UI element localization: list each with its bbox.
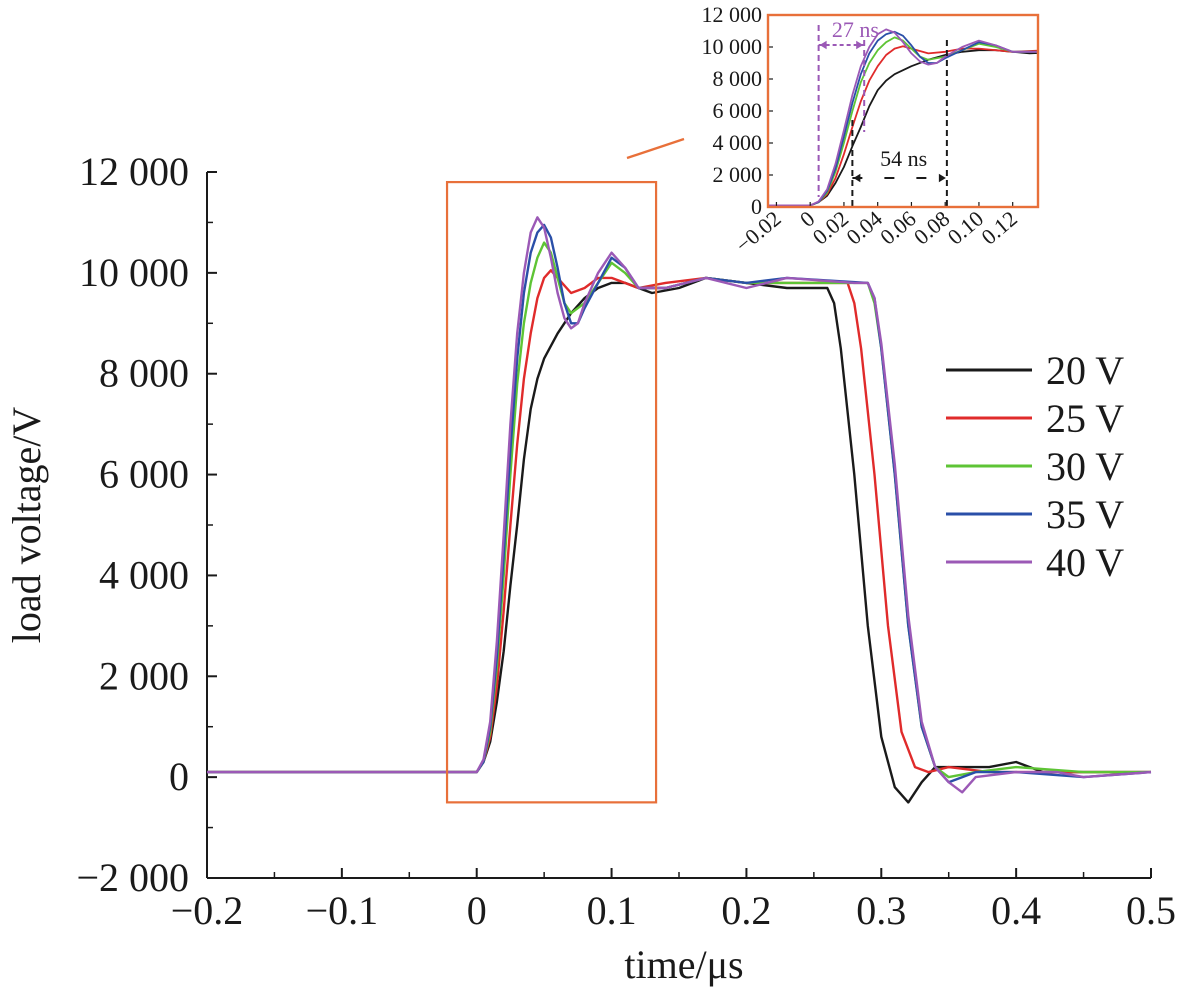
inset-series-line-30v	[768, 36, 1038, 207]
y-tick-label: 8 000	[99, 351, 189, 396]
y-tick-label: −2 000	[76, 855, 189, 900]
inset-y-tick-label: 4 000	[713, 130, 763, 155]
series-line-35v	[207, 223, 1152, 784]
x-tick-label: −0.2	[171, 888, 244, 933]
inset-series-group	[768, 28, 1038, 207]
y-tick-label: 0	[169, 754, 189, 799]
series-line-30v	[207, 241, 1151, 779]
y-tick-label: 12 000	[79, 149, 189, 194]
inset-frame	[766, 13, 1040, 209]
legend-label: 30 V	[1046, 444, 1124, 489]
y-tick-label: 4 000	[99, 552, 189, 597]
inset-y-tick-label: 0	[751, 194, 762, 219]
series-line-40v	[207, 216, 1152, 794]
inset-y-tick-label: 6 000	[713, 98, 763, 123]
inset-y-tick-label: 2 000	[713, 162, 763, 187]
main-plot: −2 000 0 2 000 4 000 6 000 8 000 10 000 12 000 −…	[4, 137, 1176, 987]
inset-background	[768, 15, 1038, 207]
x-tick-label: 0	[467, 888, 487, 933]
x-tick-label: 0.4	[991, 888, 1041, 933]
highlight-box	[445, 180, 658, 804]
inset-connector-line	[626, 137, 685, 160]
inset-series-line-40v	[768, 28, 1038, 207]
inset-series-line-25v	[768, 45, 1038, 207]
anno-54ns-arrow-left	[853, 173, 861, 183]
series-line-25v	[207, 269, 1151, 774]
legend-label: 25 V	[1046, 396, 1124, 441]
y-axis-title: load voltage/V	[4, 407, 49, 644]
inset-y-tick-label: 12 000	[702, 2, 763, 27]
legend: 20 V25 V30 V35 V40 V	[946, 348, 1124, 585]
anno-27ns-label: 27 ns	[832, 17, 879, 42]
x-tick-label: 0.1	[587, 888, 637, 933]
x-tick-label: 0.2	[721, 888, 771, 933]
x-tick-label: 0.5	[1126, 888, 1176, 933]
inset-y-tick-label: 10 000	[702, 34, 763, 59]
anno-54ns-arrow-right	[938, 173, 946, 183]
anno-27ns-arrow-right	[856, 40, 864, 50]
anno-27ns-arrow-left	[819, 40, 827, 50]
inset-series-line-35v	[768, 30, 1038, 207]
y-tick-label: 10 000	[79, 250, 189, 295]
x-tick-label: 0.3	[856, 888, 906, 933]
legend-label: 20 V	[1046, 348, 1124, 393]
anno-54ns-label: 54 ns	[880, 146, 927, 171]
legend-label: 40 V	[1046, 540, 1124, 585]
inset-x-tick-label: 0.12	[976, 206, 1022, 250]
inset-series-line-20v	[768, 49, 1038, 207]
inset-y-tick-label: 8 000	[713, 66, 763, 91]
y-tick-label: 6 000	[99, 452, 189, 497]
y-tick-label: 2 000	[99, 653, 189, 698]
series-line-20v	[207, 276, 1151, 804]
legend-label: 35 V	[1046, 492, 1124, 537]
x-axis-title: time/μs	[624, 942, 743, 987]
x-tick-label: −0.1	[306, 888, 379, 933]
